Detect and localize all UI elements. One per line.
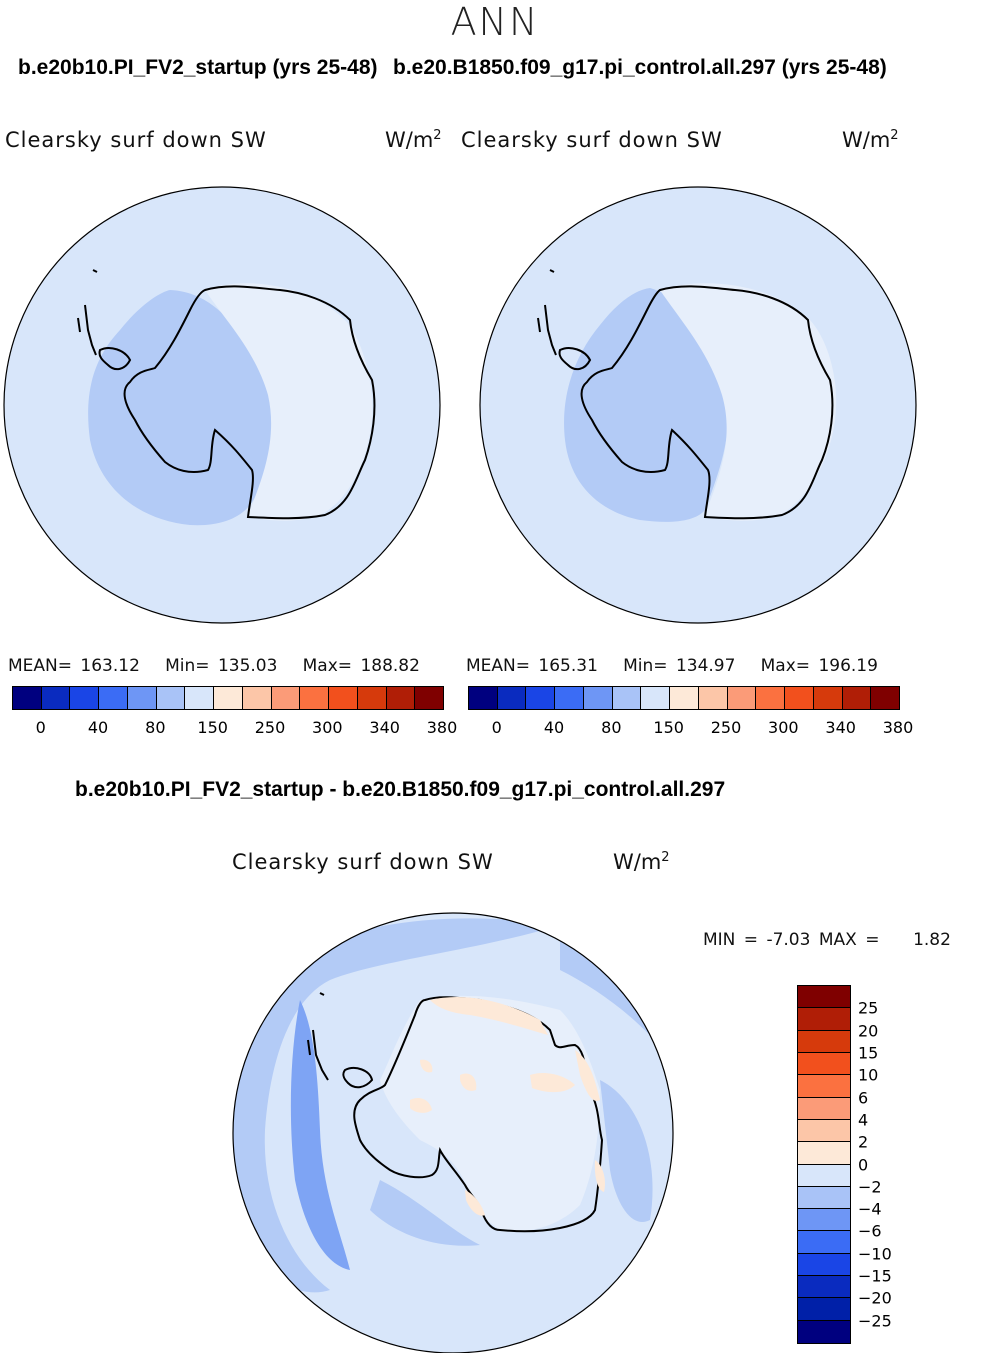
left-colorbar — [12, 686, 444, 710]
diff-min-max: MIN = -7.03 MAX = 1.82 — [703, 930, 951, 950]
colorbar-swatch — [798, 1298, 850, 1321]
colorbar-swatch — [70, 687, 100, 709]
colorbar-swatch — [271, 687, 301, 709]
diff-case-title: b.e20b10.PI_FV2_startup - b.e20.B1850.f0… — [75, 778, 726, 801]
left-units: W/m2 — [385, 128, 442, 152]
colorbar-swatch — [156, 687, 186, 709]
colorbar-swatch — [798, 1097, 850, 1120]
colorbar-tick-label: −6 — [858, 1221, 882, 1241]
colorbar-swatch — [756, 687, 786, 709]
colorbar-swatch — [386, 687, 416, 709]
colorbar-swatch — [185, 687, 215, 709]
colorbar-swatch — [798, 1008, 850, 1031]
colorbar-swatch — [526, 687, 556, 709]
colorbar-swatch — [798, 1119, 850, 1143]
colorbar-tick-label: 0 — [491, 718, 502, 737]
colorbar-swatch — [698, 687, 728, 709]
colorbar-tick-label: −25 — [858, 1311, 892, 1331]
colorbar-swatch — [798, 1276, 850, 1299]
colorbar-tick-label: −2 — [858, 1177, 882, 1197]
colorbar-tick-label: 25 — [858, 998, 879, 1018]
colorbar-swatch — [214, 687, 243, 709]
colorbar-swatch — [798, 1253, 850, 1277]
colorbar-swatch — [798, 1075, 850, 1098]
colorbar-tick-label: 40 — [87, 718, 109, 737]
colorbar-tick-label: 6 — [858, 1088, 869, 1108]
colorbar-swatch — [242, 687, 272, 709]
colorbar-swatch — [798, 1164, 850, 1187]
colorbar-tick-label: 2 — [858, 1132, 869, 1152]
colorbar-tick-label: 0 — [35, 718, 46, 737]
colorbar-swatch — [641, 687, 671, 709]
colorbar-swatch — [329, 687, 358, 709]
colorbar-swatch — [798, 1186, 850, 1210]
colorbar-swatch — [497, 687, 527, 709]
colorbar-tick-label: 150 — [653, 718, 684, 737]
colorbar-tick-label: 340 — [825, 718, 856, 737]
colorbar-swatch — [798, 1209, 850, 1232]
colorbar-swatch — [357, 687, 387, 709]
right-field-name: Clearsky surf down SW — [461, 128, 723, 152]
colorbar-swatch — [612, 687, 642, 709]
colorbar-swatch — [415, 687, 444, 709]
diff-field-name: Clearsky surf down SW — [232, 850, 494, 874]
colorbar-swatch — [871, 687, 900, 709]
colorbar-tick-label: 0 — [858, 1155, 869, 1174]
colorbar-tick-label: 380 — [882, 718, 914, 737]
colorbar-tick-label: −20 — [858, 1288, 892, 1308]
colorbar-swatch — [798, 1231, 850, 1254]
colorbar-tick-label: 20 — [858, 1021, 879, 1041]
colorbar-swatch — [798, 986, 850, 1009]
colorbar-tick-label: 150 — [197, 718, 228, 737]
right-units: W/m2 — [842, 128, 899, 152]
season-title: ANN — [450, 0, 540, 44]
diff-colorbar — [797, 985, 851, 1344]
colorbar-tick-label: 4 — [858, 1110, 869, 1130]
left-case-title: b.e20b10.PI_FV2_startup (yrs 25-48) — [18, 56, 378, 79]
colorbar-swatch — [813, 687, 843, 709]
colorbar-swatch — [99, 687, 128, 709]
colorbar-tick-label: −4 — [858, 1199, 882, 1219]
right-stats: MEAN= 165.31 Min= 134.97 Max= 196.19 — [466, 656, 878, 676]
colorbar-tick-label: 250 — [254, 718, 286, 737]
colorbar-tick-label: 300 — [312, 718, 343, 737]
colorbar-tick-label: −10 — [858, 1244, 892, 1264]
colorbar-swatch — [127, 687, 157, 709]
colorbar-tick-label: 40 — [543, 718, 565, 737]
left-stats: MEAN= 163.12 Min= 135.03 Max= 188.82 — [8, 656, 420, 676]
colorbar-tick-label: −15 — [858, 1266, 892, 1286]
colorbar-tick-label: 15 — [858, 1043, 879, 1063]
colorbar-tick-label: 10 — [858, 1065, 879, 1085]
colorbar-tick-label: 340 — [369, 718, 400, 737]
colorbar-swatch — [670, 687, 699, 709]
colorbar-swatch — [785, 687, 814, 709]
right-colorbar — [468, 686, 900, 710]
colorbar-swatch — [41, 687, 71, 709]
colorbar-swatch — [555, 687, 584, 709]
colorbar-swatch — [798, 1320, 850, 1343]
colorbar-swatch — [798, 1030, 850, 1053]
colorbar-swatch — [727, 687, 757, 709]
colorbar-swatch — [583, 687, 613, 709]
colorbar-swatch — [798, 1052, 850, 1076]
left-field-name: Clearsky surf down SW — [5, 128, 267, 152]
diff-units: W/m2 — [613, 850, 670, 874]
colorbar-swatch — [842, 687, 872, 709]
colorbar-swatch — [798, 1142, 850, 1165]
colorbar-swatch — [13, 687, 42, 709]
colorbar-tick-label: 300 — [768, 718, 799, 737]
colorbar-tick-label: 80 — [145, 718, 166, 737]
colorbar-tick-label: 80 — [601, 718, 622, 737]
colorbar-swatch — [300, 687, 330, 709]
right-case-title: b.e20.B1850.f09_g17.pi_control.all.297 (… — [393, 56, 887, 79]
colorbar-tick-label: 250 — [710, 718, 742, 737]
colorbar-tick-label: 380 — [426, 718, 458, 737]
colorbar-swatch — [469, 687, 498, 709]
